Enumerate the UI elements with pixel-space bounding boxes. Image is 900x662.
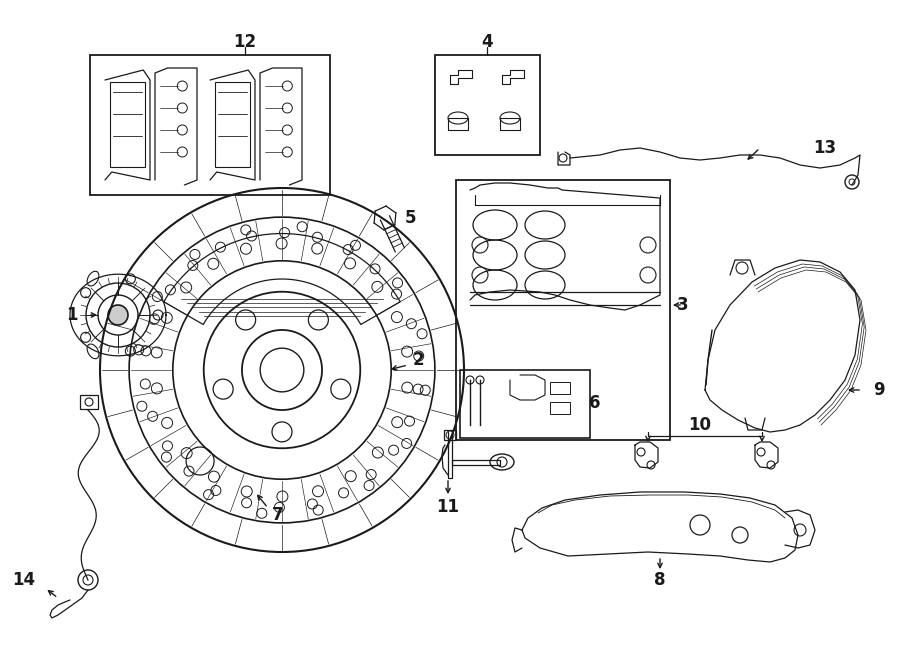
Text: 12: 12 (233, 33, 256, 51)
Text: 10: 10 (688, 416, 712, 434)
Text: 3: 3 (677, 296, 688, 314)
Text: 2: 2 (412, 351, 424, 369)
Bar (80, 395, 98, 409)
Bar (215, 82, 250, 167)
Bar (460, 370, 590, 438)
Circle shape (108, 305, 128, 325)
Text: 5: 5 (405, 209, 417, 227)
Bar (456, 180, 670, 440)
Text: 13: 13 (814, 139, 837, 157)
Bar (435, 55, 540, 155)
Text: 8: 8 (654, 571, 666, 589)
Text: 9: 9 (873, 381, 885, 399)
Bar (444, 430, 456, 440)
Text: 11: 11 (436, 498, 460, 516)
Text: 7: 7 (272, 506, 284, 524)
Text: 6: 6 (590, 394, 601, 412)
Text: 14: 14 (12, 571, 35, 589)
Bar (550, 382, 570, 394)
Bar (110, 82, 145, 167)
Bar (550, 402, 570, 414)
Text: 4: 4 (482, 33, 493, 51)
Bar (90, 55, 330, 195)
Text: 1: 1 (67, 306, 78, 324)
